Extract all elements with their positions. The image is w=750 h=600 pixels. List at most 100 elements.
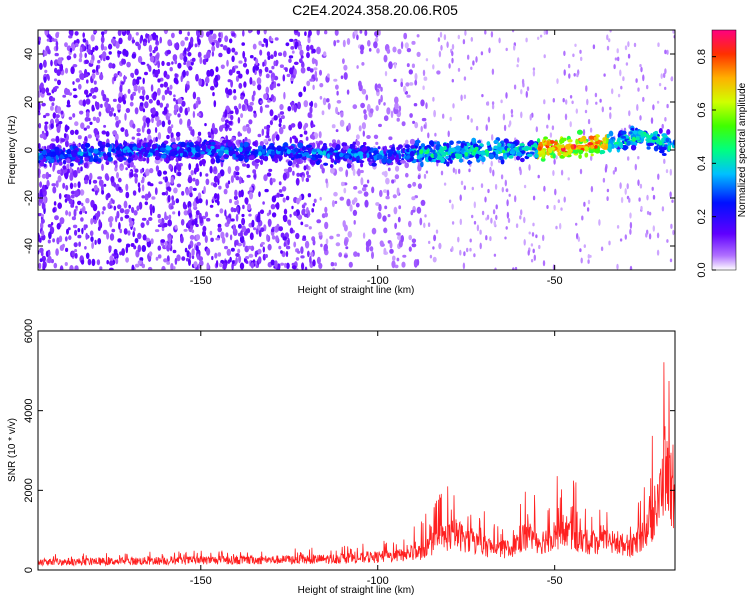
heatmap-noise-point bbox=[339, 119, 345, 127]
heatmap-signal-point bbox=[244, 155, 248, 160]
heatmap-signal-point bbox=[564, 144, 571, 150]
heatmap-noise-point bbox=[359, 169, 364, 174]
heatmap-noise-point bbox=[353, 220, 356, 225]
heatmap-noise-point bbox=[656, 249, 660, 256]
heatmap-noise-point bbox=[240, 113, 244, 119]
heatmap-noise-point bbox=[200, 153, 204, 159]
heatmap-noise-point bbox=[225, 119, 229, 124]
heatmap-noise-point bbox=[196, 96, 201, 102]
heatmap-noise-point bbox=[141, 195, 145, 199]
heatmap-noise-point bbox=[594, 92, 598, 98]
heatmap-noise-point bbox=[236, 70, 241, 75]
heatmap-signal-point bbox=[577, 149, 584, 153]
heatmap-noise-point bbox=[303, 202, 307, 206]
heatmap-noise-point bbox=[547, 113, 551, 121]
heatmap-noise-point bbox=[265, 73, 270, 79]
heatmap-noise-point bbox=[365, 241, 369, 247]
heatmap-signal-point bbox=[83, 153, 87, 157]
heatmap-noise-point bbox=[301, 61, 304, 65]
heatmap-noise-point bbox=[362, 232, 366, 239]
heatmap-noise-point bbox=[103, 124, 107, 128]
heatmap-noise-point bbox=[542, 234, 545, 241]
heatmap-noise-point bbox=[59, 63, 64, 72]
heatmap-noise-point bbox=[38, 168, 41, 176]
heatmap-noise-point bbox=[65, 210, 69, 216]
heatmap-signal-point bbox=[84, 142, 91, 148]
heatmap-noise-point bbox=[98, 111, 102, 117]
heatmap-noise-point bbox=[238, 103, 242, 110]
heatmap-signal-point bbox=[301, 146, 306, 151]
heatmap-noise-point bbox=[114, 163, 118, 169]
heatmap-noise-point bbox=[348, 261, 353, 268]
heatmap-noise-point bbox=[133, 210, 138, 216]
heatmap-signal-point bbox=[194, 153, 201, 158]
heatmap-noise-point bbox=[291, 135, 297, 140]
heatmap-noise-point bbox=[661, 206, 665, 212]
snr-x-label: Height of straight line (km) bbox=[298, 585, 415, 596]
heatmap-signal-point bbox=[362, 146, 368, 152]
heatmap-signal-point bbox=[350, 150, 355, 154]
heatmap-noise-point bbox=[282, 50, 287, 58]
heatmap-noise-point bbox=[669, 191, 672, 198]
heatmap-noise-point bbox=[204, 123, 207, 127]
heatmap-noise-point bbox=[306, 80, 311, 87]
heatmap-signal-point bbox=[370, 156, 374, 160]
heatmap-noise-point bbox=[637, 156, 640, 160]
heatmap-noise-point bbox=[554, 188, 557, 196]
heatmap-noise-point bbox=[259, 100, 264, 104]
page-title: C2E4.2024.358.20.06.R05 bbox=[292, 2, 458, 18]
heatmap-noise-point bbox=[68, 211, 72, 217]
heatmap-signal-point bbox=[584, 152, 589, 158]
heatmap-noise-point bbox=[108, 110, 113, 117]
heatmap-noise-point bbox=[546, 205, 549, 209]
heatmap-noise-point bbox=[130, 93, 134, 101]
heatmap-noise-point bbox=[223, 188, 228, 195]
heatmap-signal-point bbox=[210, 145, 215, 150]
heatmap-noise-point bbox=[205, 173, 209, 177]
heatmap-noise-point bbox=[91, 258, 96, 267]
heatmap-noise-point bbox=[106, 231, 110, 240]
heatmap-noise-point bbox=[221, 236, 226, 244]
heatmap-noise-point bbox=[423, 173, 427, 179]
heatmap-noise-point bbox=[47, 239, 51, 244]
heatmap-noise-point bbox=[583, 244, 586, 249]
heatmap-noise-point bbox=[250, 262, 254, 269]
heatmap-noise-point bbox=[260, 227, 265, 233]
heatmap-noise-point bbox=[168, 90, 172, 96]
heatmap-noise-point bbox=[248, 213, 252, 217]
heatmap-noise-point bbox=[145, 33, 149, 39]
heatmap-noise-point bbox=[271, 195, 277, 203]
heatmap-noise-point bbox=[248, 119, 253, 125]
heatmap-signal-point bbox=[322, 144, 328, 151]
heatmap-noise-point bbox=[165, 181, 171, 188]
heatmap-noise-point bbox=[50, 138, 56, 142]
heatmap-signal-point bbox=[595, 141, 599, 145]
heatmap-noise-point bbox=[224, 109, 228, 118]
heatmap-noise-point bbox=[293, 241, 297, 248]
heatmap-signal-point bbox=[446, 161, 450, 167]
heatmap-noise-point bbox=[43, 59, 47, 68]
heatmap-noise-point bbox=[385, 195, 390, 200]
heatmap-noise-point bbox=[309, 256, 312, 264]
heatmap-noise-point bbox=[133, 84, 138, 90]
heatmap-signal-point bbox=[223, 154, 230, 159]
heatmap-noise-point bbox=[90, 87, 95, 94]
heatmap-signal-point bbox=[235, 148, 239, 152]
heatmap-noise-point bbox=[263, 30, 267, 35]
heatmap-signal-point bbox=[149, 148, 155, 153]
heatmap-noise-point bbox=[639, 115, 642, 121]
heatmap-noise-point bbox=[606, 188, 610, 193]
heatmap-signal-point bbox=[560, 144, 565, 149]
heatmap-noise-point bbox=[514, 266, 518, 270]
heatmap-noise-point bbox=[416, 34, 420, 38]
heatmap-noise-point bbox=[194, 43, 198, 48]
heatmap-noise-point bbox=[284, 262, 287, 268]
heatmap-noise-point bbox=[466, 115, 470, 120]
heatmap-noise-point bbox=[394, 102, 399, 110]
heatmap-signal-point bbox=[409, 150, 415, 157]
heatmap-noise-point bbox=[98, 219, 101, 227]
heatmap-signal-point bbox=[562, 152, 569, 157]
heatmap-signal-point bbox=[97, 140, 103, 147]
heatmap-noise-point bbox=[125, 245, 129, 254]
heatmap-noise-point bbox=[287, 106, 292, 112]
